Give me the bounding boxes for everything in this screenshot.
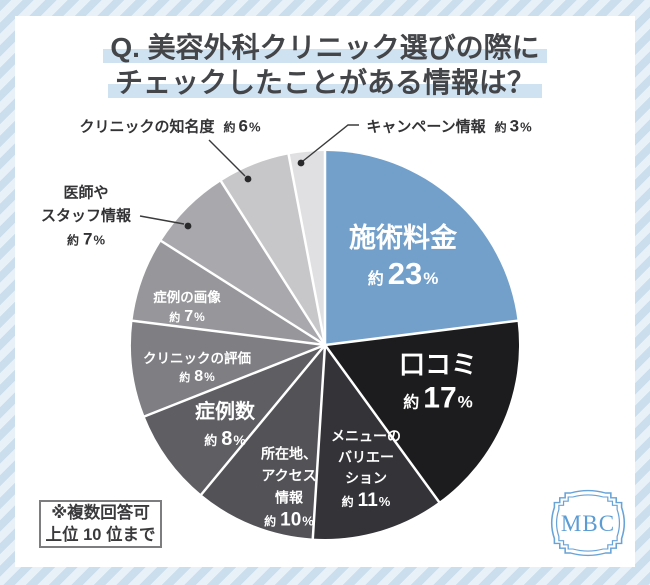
slice-separator <box>143 343 327 418</box>
leader-line-9 <box>302 124 359 162</box>
slice-separator <box>200 343 327 496</box>
note-line-1: ※複数回答可 <box>51 504 150 522</box>
chart-title: Q. 美容外科クリニック選びの際に チェックしたことがある情報は？ <box>0 30 650 100</box>
logo-frame <box>550 489 626 557</box>
leader-dot-9 <box>297 159 305 167</box>
pie-slice-7 <box>161 181 325 345</box>
slice-separator <box>131 319 327 347</box>
leader-line-8 <box>208 139 246 177</box>
pie-slice-3 <box>201 345 325 539</box>
chart-title-line-1: Q. 美容外科クリニック選びの際に <box>103 32 547 63</box>
pie-slice-2 <box>312 345 439 539</box>
slice-separator <box>159 239 327 347</box>
pie-slice-6 <box>132 241 325 345</box>
slice-separator <box>323 319 519 347</box>
slice-separator <box>219 179 327 347</box>
pie-slice-8 <box>221 154 325 345</box>
leader-dot-8 <box>244 175 252 183</box>
leader-line-7 <box>139 215 185 225</box>
mbc-logo-badge <box>550 489 626 557</box>
slice-separator <box>287 153 327 347</box>
note-box: ※複数回答可 上位 10 位まで <box>39 500 162 548</box>
slice-separator <box>311 343 327 540</box>
leader-dot-7 <box>184 222 192 230</box>
pie-slice-4 <box>144 345 325 495</box>
note-line-2: 上位 10 位まで <box>45 526 156 544</box>
logo-frame <box>555 494 621 552</box>
slice-separator <box>323 343 441 504</box>
pie-slice-5 <box>130 320 325 417</box>
pie-slice-0 <box>325 151 518 345</box>
pie-slice-1 <box>325 320 520 502</box>
chart-title-line-2: チェックしたことがある情報は？ <box>107 67 542 98</box>
logo-text: MBC <box>561 511 615 536</box>
